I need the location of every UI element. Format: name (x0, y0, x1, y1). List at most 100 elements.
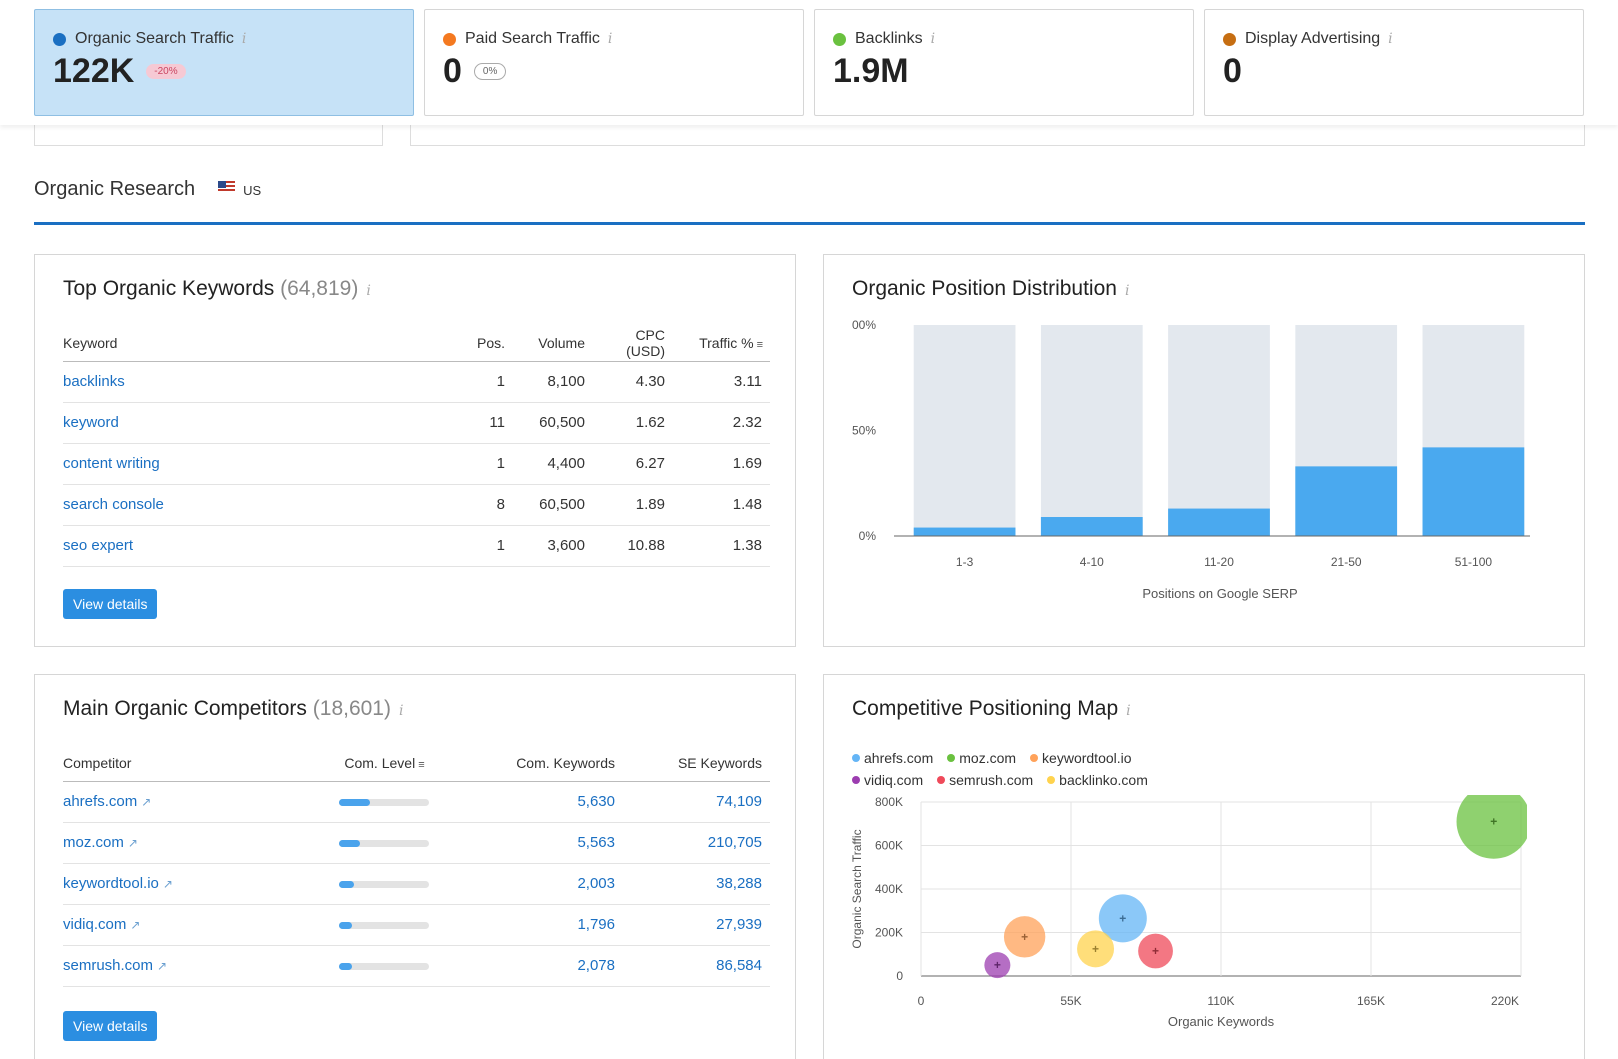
volume-cell: 8,100 (513, 361, 593, 403)
info-icon[interactable]: i (398, 703, 404, 719)
se-keywords-cell[interactable]: 38,288 (623, 863, 770, 905)
view-details-button[interactable]: View details (63, 589, 158, 619)
y-tick-label: 200K (875, 926, 903, 940)
x-tick-label: 110K (1207, 994, 1234, 1008)
positioning-map-panel: Competitive Positioning Map i ahrefs.com m… (823, 674, 1585, 1059)
keyword-link[interactable]: backlinks (63, 361, 463, 403)
col-competitor[interactable]: Competitor (63, 745, 323, 782)
top-keywords-panel: Top Organic Keywords (64,819) i Keyword P… (34, 254, 796, 647)
competitor-link[interactable]: ahrefs.com ↗ (63, 781, 323, 823)
table-row: content writing 1 4,400 6.27 1.69 (63, 443, 770, 485)
com-level-fill (339, 921, 352, 929)
legend-item[interactable]: semrush.com (937, 769, 1033, 791)
bubble-center-icon: + (1490, 815, 1497, 829)
cpc-cell: 4.30 (593, 361, 673, 403)
y-tick-label: 00% (852, 318, 876, 332)
panel-title: Competitive Positioning Map i (852, 697, 1131, 721)
x-axis-label: Positions on Google SERP (1142, 586, 1297, 601)
table-row: semrush.com ↗ 2,078 86,584 (63, 945, 770, 987)
legend-label: ahrefs.com (864, 750, 934, 766)
metric-label: Backlinks (855, 30, 923, 47)
cpc-cell: 1.62 (593, 402, 673, 444)
col-traffic[interactable]: Traffic % ≡ (673, 325, 770, 362)
sort-icon[interactable]: ≡ (418, 758, 425, 771)
paid-dot-icon (443, 32, 456, 46)
legend-dot-icon (947, 754, 956, 762)
bubble-center-icon: + (1152, 944, 1159, 958)
position-cell: 1 (463, 525, 513, 567)
com-keywords-cell[interactable]: 1,796 (453, 904, 623, 946)
se-keywords-cell[interactable]: 74,109 (623, 781, 770, 823)
external-link-icon[interactable]: ↗ (127, 836, 138, 850)
col-cpc[interactable]: CPC (USD) (593, 325, 673, 362)
cpc-cell: 6.27 (593, 443, 673, 485)
info-icon[interactable]: i (1126, 703, 1131, 719)
se-keywords-cell[interactable]: 86,584 (623, 945, 770, 987)
external-link-icon[interactable]: ↗ (130, 918, 141, 932)
section-divider (34, 222, 1585, 225)
legend-dot-icon (1030, 754, 1039, 762)
col-com-keywords[interactable]: Com. Keywords (453, 745, 623, 782)
x-tick-label: 51-100 (1455, 555, 1493, 569)
info-icon[interactable]: i (366, 283, 371, 299)
keyword-link[interactable]: search console (63, 484, 463, 526)
competitor-link[interactable]: vidiq.com ↗ (63, 904, 323, 946)
col-pos[interactable]: Pos. (463, 325, 513, 362)
info-icon[interactable]: i (607, 31, 613, 47)
com-keywords-cell[interactable]: 2,078 (453, 945, 623, 987)
bar-track (913, 325, 1016, 536)
change-badge: 0% (473, 63, 507, 80)
external-link-icon[interactable]: ↗ (162, 877, 173, 891)
sort-icon[interactable]: ≡ (756, 338, 764, 351)
view-details-button[interactable]: View details (63, 1011, 158, 1041)
col-keyword[interactable]: Keyword (63, 325, 463, 362)
panel-title: Top Organic Keywords (64,819) i (63, 277, 371, 301)
change-badge: -20% (146, 64, 186, 79)
legend-item[interactable]: moz.com (947, 747, 1016, 769)
panel-title: Main Organic Competitors (18,601) i (63, 697, 403, 721)
legend-item[interactable]: keywordtool.io (1030, 747, 1132, 769)
bar (1422, 447, 1525, 536)
info-icon[interactable]: i (1388, 31, 1393, 47)
com-level-bar (339, 921, 429, 929)
metric-value: 0 (443, 52, 462, 90)
col-volume[interactable]: Volume (513, 325, 593, 362)
metric-card-backlinks[interactable]: Backlinks i 1.9M (814, 9, 1194, 116)
metric-label: Display Advertising (1245, 30, 1381, 47)
info-icon[interactable]: i (930, 31, 936, 47)
se-keywords-cell[interactable]: 27,939 (623, 904, 770, 946)
bubble-center-icon: + (1021, 930, 1028, 944)
col-com-level[interactable]: Com. Level ≡ (323, 745, 453, 782)
info-icon[interactable]: i (1124, 283, 1130, 299)
competitor-link[interactable]: semrush.com ↗ (63, 945, 323, 987)
bar (913, 527, 1016, 536)
legend-item[interactable]: ahrefs.com (852, 747, 933, 769)
legend-item[interactable]: vidiq.com (852, 769, 923, 791)
keyword-link[interactable]: seo expert (63, 525, 463, 567)
keyword-link[interactable]: content writing (63, 443, 463, 485)
external-link-icon[interactable]: ↗ (157, 959, 168, 973)
x-tick-label: 1-3 (956, 555, 974, 569)
com-level-bar (339, 798, 429, 806)
legend-dot-icon (937, 776, 946, 784)
metric-card-organic-traffic[interactable]: Organic Search Traffic i 122K -20% (34, 9, 414, 116)
legend-item[interactable]: backlinko.com (1047, 769, 1148, 791)
panel-title-text: Top Organic Keywords (63, 277, 275, 300)
metric-card-paid-traffic[interactable]: Paid Search Traffic i 0 0% (424, 9, 804, 116)
legend-label: backlinko.com (1059, 772, 1148, 788)
com-keywords-cell[interactable]: 5,630 (453, 781, 623, 823)
bubbles: + + + + + + (984, 795, 1527, 979)
external-link-icon[interactable]: ↗ (141, 795, 152, 809)
x-tick-label: 220K (1491, 994, 1519, 1008)
keyword-link[interactable]: keyword (63, 402, 463, 444)
metric-value: 122K (53, 52, 135, 90)
com-keywords-cell[interactable]: 2,003 (453, 863, 623, 905)
col-se-keywords[interactable]: SE Keywords (623, 745, 770, 782)
metric-card-display-advertising[interactable]: Display Advertising i 0 (1204, 9, 1584, 116)
competitor-link[interactable]: moz.com ↗ (63, 822, 323, 864)
competitor-link[interactable]: keywordtool.io ↗ (63, 863, 323, 905)
se-keywords-cell[interactable]: 210,705 (623, 822, 770, 864)
info-icon[interactable]: i (241, 31, 247, 47)
com-keywords-cell[interactable]: 5,563 (453, 822, 623, 864)
table-row: keywordtool.io ↗ 2,003 38,288 (63, 863, 770, 905)
